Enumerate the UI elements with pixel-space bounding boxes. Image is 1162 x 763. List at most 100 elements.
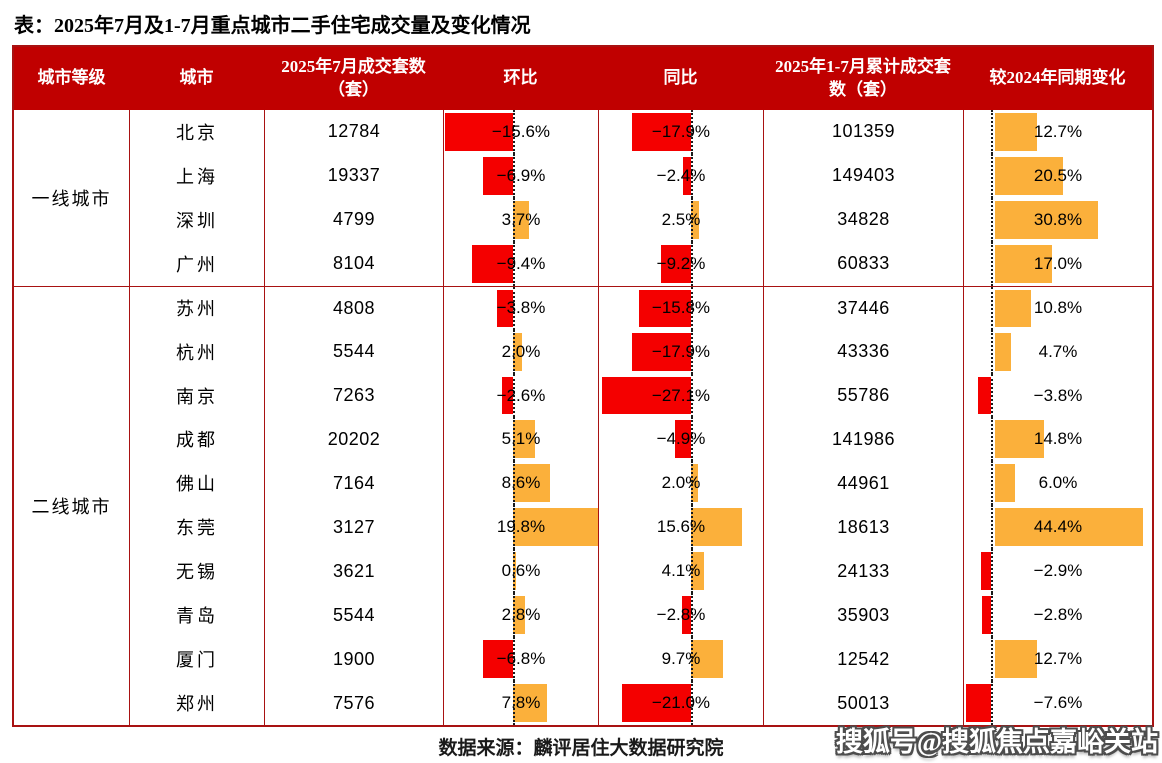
yoy-cell: −17.9%: [598, 329, 763, 374]
mom-value: 5.1%: [501, 429, 541, 449]
jul-units-cell: 4808: [264, 285, 443, 330]
zero-baseline: [691, 153, 693, 198]
chg-cell: 17.0%: [963, 241, 1152, 286]
yoy-value: −4.9%: [656, 429, 706, 449]
chg-cell: 4.7%: [963, 329, 1152, 374]
zero-baseline: [513, 329, 515, 374]
yoy-bar: [691, 200, 700, 239]
jul-units-cell: 7576: [264, 681, 443, 725]
mom-value: −2.6%: [496, 385, 546, 405]
header-mom-change: 环比: [443, 47, 598, 110]
chg-cell: 20.5%: [963, 153, 1152, 198]
chg-value: −3.8%: [1033, 385, 1083, 405]
data-source-note: 数据来源：麟评居住大数据研究院: [438, 738, 724, 759]
yoy-cell: −21.0%: [598, 681, 763, 725]
zero-baseline: [513, 461, 515, 506]
yoy-cell: 4.1%: [598, 549, 763, 594]
city-cell: 青岛: [129, 593, 264, 638]
yoy-bar: [674, 420, 691, 459]
yoy-cell: −4.9%: [598, 417, 763, 462]
mom-cell: 8.6%: [443, 461, 598, 506]
yoy-bar: [691, 508, 743, 547]
mom-cell: 3.7%: [443, 197, 598, 242]
zero-baseline: [691, 241, 693, 286]
mom-value: 8.6%: [501, 473, 541, 493]
yoy-value: 15.6%: [656, 517, 706, 537]
yoy-bar: [602, 376, 691, 415]
zero-baseline: [691, 329, 693, 374]
mom-cell: 7.8%: [443, 681, 598, 725]
yoy-bar: [691, 464, 698, 503]
yoy-value: 2.0%: [661, 473, 701, 493]
chg-value: 12.7%: [1033, 121, 1083, 141]
yoy-cell: −15.8%: [598, 285, 763, 330]
sohu-watermark: 搜狐号@搜狐焦点嘉峪关站: [835, 727, 1158, 757]
cum-units-cell: 141986: [763, 417, 963, 462]
chg-bar: [995, 508, 1143, 547]
chg-cell: −7.6%: [963, 681, 1152, 725]
zero-baseline: [691, 197, 693, 242]
zero-baseline: [691, 681, 693, 725]
city-cell: 佛山: [129, 461, 264, 506]
header-cum-2025-units: 2025年1-7月累计成交套数（套）: [763, 47, 963, 110]
mom-value: −15.6%: [491, 121, 551, 141]
yoy-value: −2.8%: [656, 605, 706, 625]
mom-bar: [513, 332, 522, 371]
mom-bar: [472, 244, 513, 283]
zero-baseline: [991, 110, 993, 154]
zero-baseline: [991, 329, 993, 374]
chg-cell: −3.8%: [963, 373, 1152, 418]
zero-baseline: [691, 461, 693, 506]
mom-bar: [513, 200, 530, 239]
header-city-tier: 城市等级: [14, 47, 129, 110]
cum-units-cell: 24133: [763, 549, 963, 594]
zero-baseline: [513, 110, 515, 154]
chg-bar: [995, 113, 1038, 151]
chg-value: −7.6%: [1033, 693, 1083, 713]
mom-cell: 19.8%: [443, 505, 598, 550]
jul-units-cell: 3127: [264, 505, 443, 550]
yoy-cell: 2.5%: [598, 197, 763, 242]
zero-baseline: [513, 549, 515, 594]
cum-units-cell: 149403: [763, 153, 963, 198]
data-table: 城市等级 城市 2025年7月成交套数（套） 环比 同比 2025年1-7月累计成交套数（…: [12, 45, 1154, 727]
yoy-value: −15.8%: [651, 298, 711, 318]
header-jul-2025-units: 2025年7月成交套数（套）: [264, 47, 443, 110]
mom-cell: −15.6%: [443, 110, 598, 154]
chg-value: 12.7%: [1033, 649, 1083, 669]
header-yoy-change: 同比: [598, 47, 763, 110]
chg-bar: [981, 596, 991, 635]
mom-value: −6.8%: [496, 649, 546, 669]
chg-value: 10.8%: [1033, 298, 1083, 318]
jul-units-cell: 1900: [264, 637, 443, 682]
jul-units-cell: 19337: [264, 153, 443, 198]
chg-value: 4.7%: [1038, 341, 1078, 361]
header-change-vs-2024: 较2024年同期变化: [963, 47, 1152, 110]
zero-baseline: [513, 241, 515, 286]
chg-value: −2.9%: [1033, 561, 1083, 581]
jul-units-cell: 12784: [264, 110, 443, 154]
chg-value: 17.0%: [1033, 253, 1083, 273]
city-cell: 深圳: [129, 197, 264, 242]
yoy-value: −21.0%: [651, 693, 711, 713]
chg-bar: [995, 156, 1064, 195]
zero-baseline: [991, 417, 993, 462]
zero-baseline: [991, 197, 993, 242]
yoy-value: −17.9%: [651, 341, 711, 361]
zero-baseline: [691, 110, 693, 154]
chg-value: 20.5%: [1033, 165, 1083, 185]
zero-baseline: [513, 505, 515, 550]
zero-baseline: [691, 637, 693, 682]
city-cell: 东莞: [129, 505, 264, 550]
yoy-value: 2.5%: [661, 209, 701, 229]
cum-units-cell: 43336: [763, 329, 963, 374]
jul-units-cell: 5544: [264, 593, 443, 638]
chg-cell: 44.4%: [963, 505, 1152, 550]
chg-bar: [995, 420, 1045, 459]
city-cell: 无锡: [129, 549, 264, 594]
chg-cell: −2.8%: [963, 593, 1152, 638]
chg-cell: 14.8%: [963, 417, 1152, 462]
yoy-value: −9.2%: [656, 253, 706, 273]
cum-units-cell: 60833: [763, 241, 963, 286]
